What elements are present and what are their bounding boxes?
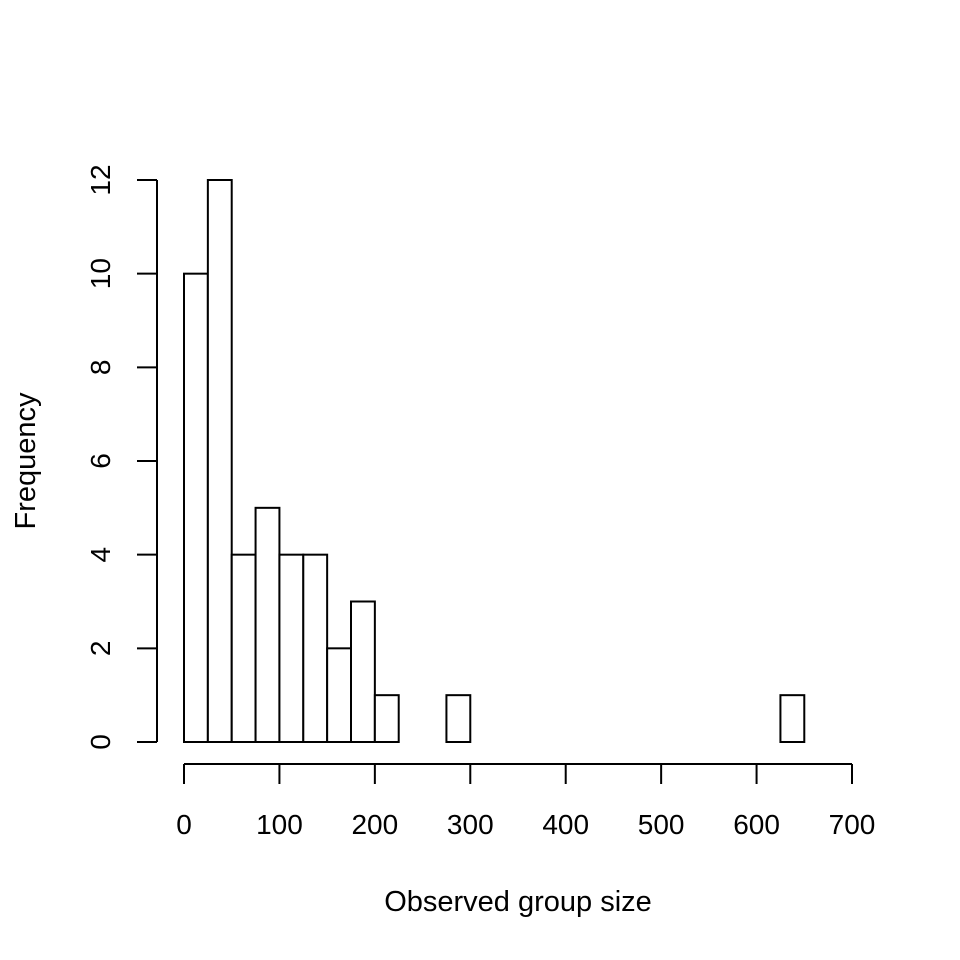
x-tick-label: 500 [638, 809, 685, 840]
x-tick-label: 700 [829, 809, 876, 840]
y-tick-label: 10 [85, 258, 116, 289]
x-tick-label: 0 [176, 809, 192, 840]
histogram-bar [350, 600, 376, 743]
y-axis: 0 2 4 6 8 10 12 [85, 164, 158, 750]
histogram-bar [779, 694, 806, 744]
histogram-bar [206, 179, 233, 743]
histogram-bar [445, 694, 472, 744]
y-tick-label: 6 [85, 453, 116, 469]
histogram-bar [373, 694, 400, 744]
x-tick-label: 100 [256, 809, 303, 840]
x-tick-label: 600 [733, 809, 780, 840]
y-tick-label: 12 [85, 164, 116, 195]
histogram-bar [302, 553, 329, 744]
x-tick-label: 400 [542, 809, 589, 840]
x-tick-label: 300 [447, 809, 494, 840]
y-tick-label: 0 [85, 734, 116, 750]
y-tick-label: 2 [85, 641, 116, 657]
x-axis-title: Observed group size [384, 886, 652, 918]
x-tick-label: 200 [351, 809, 398, 840]
histogram-bar [254, 506, 281, 744]
x-axis: 0 100 200 300 400 500 600 700 [176, 763, 876, 840]
y-tick-label: 8 [85, 360, 116, 376]
histogram-bar [230, 553, 257, 744]
histogram-bar [326, 647, 352, 743]
y-tick-label: 4 [85, 547, 116, 563]
y-axis-title: Frequency [10, 392, 42, 530]
histogram-bar [183, 272, 209, 743]
histogram-bars [183, 179, 806, 744]
histogram-bar [278, 553, 305, 744]
